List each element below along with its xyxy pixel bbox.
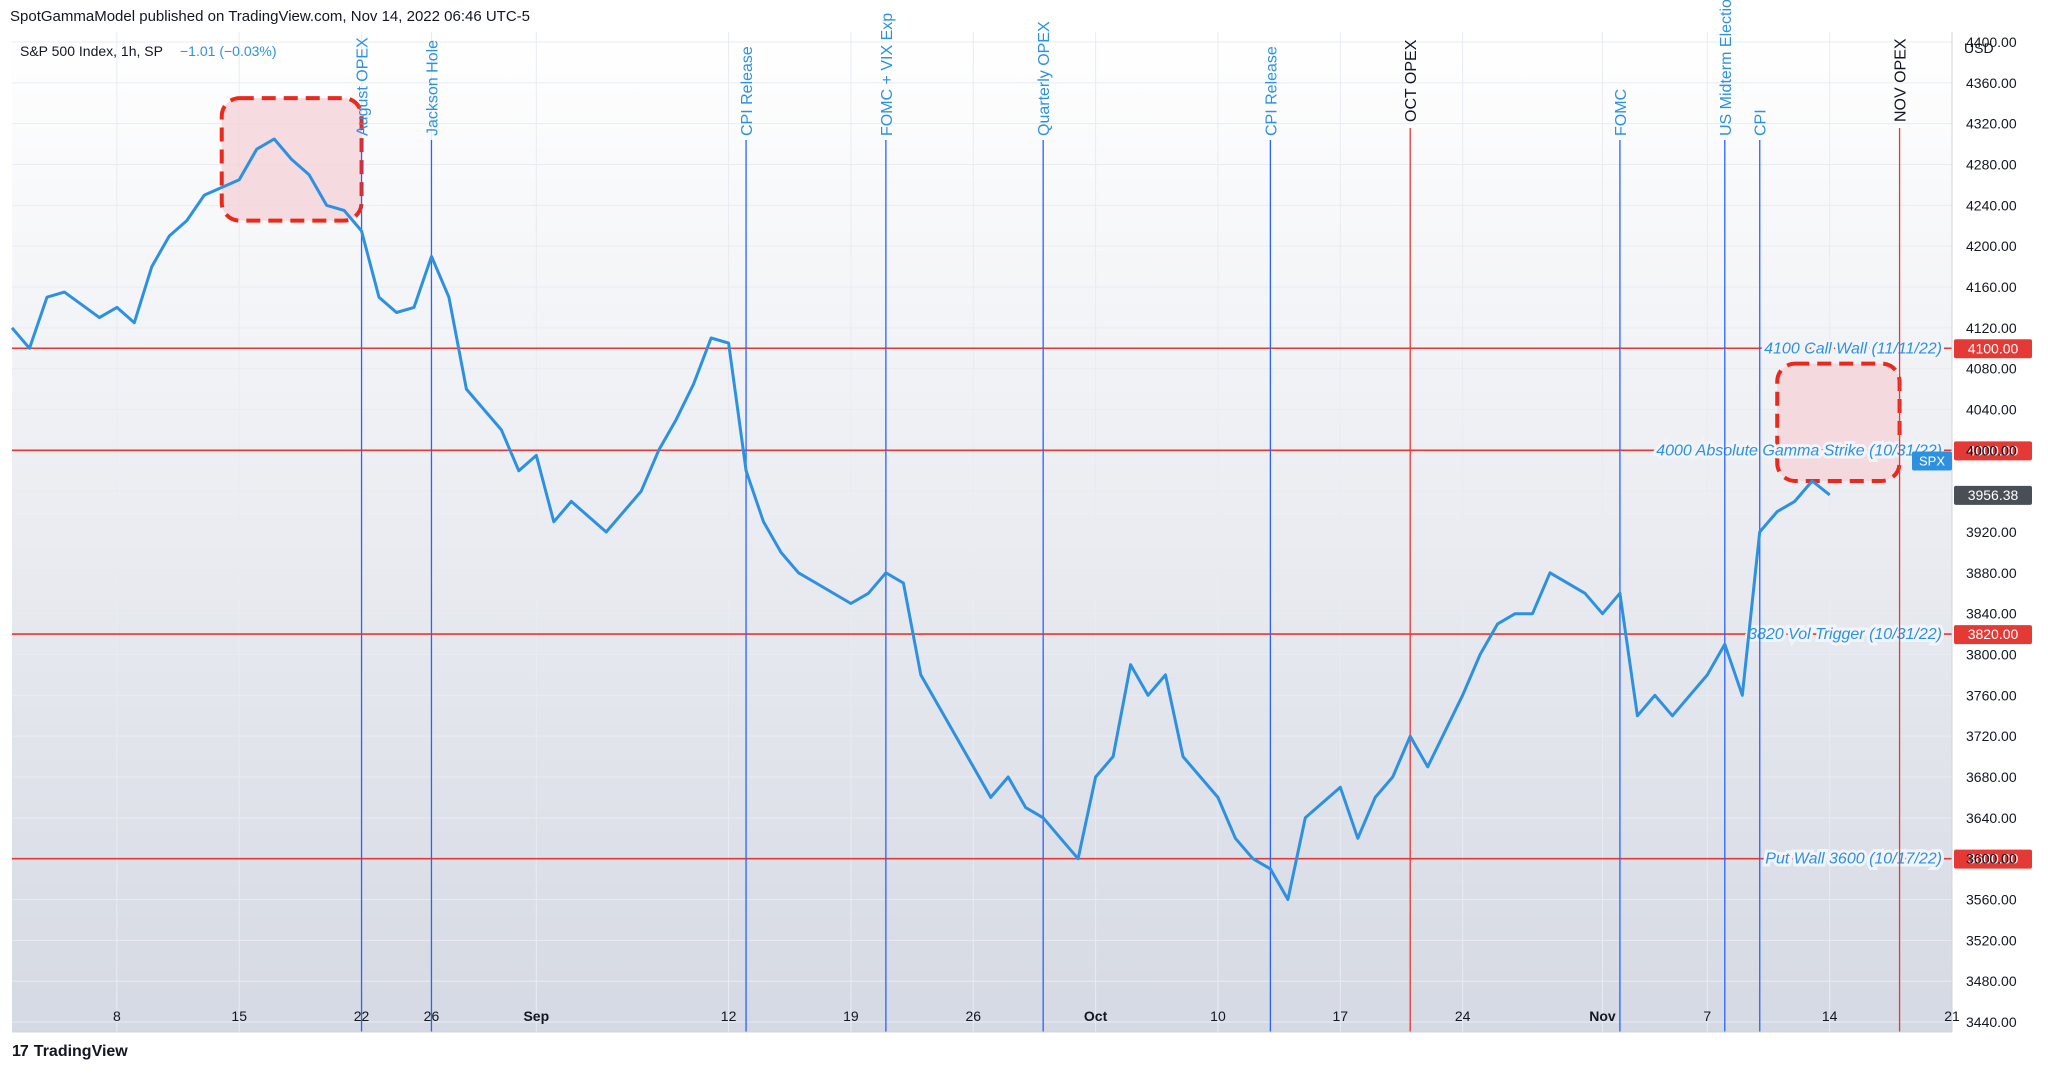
svg-text:SPX: SPX [1919,454,1945,469]
x-tick-label: 12 [721,1008,737,1024]
y-tick-label: 3720.00 [1966,728,2017,744]
x-tick-label: Nov [1589,1008,1616,1024]
price-tags: SPX 3956.38 [1912,451,2032,505]
y-tick-label: 3760.00 [1966,687,2017,703]
event-label: OCT OPEX [1403,39,1420,122]
highlight-box [1775,361,1902,483]
x-tick-label: 26 [424,1008,440,1024]
y-tick-label: 4240.00 [1966,197,2017,213]
price-axis[interactable]: 3440.00 3480.00 3520.00 3560.00 3600.00 3640.… [1966,34,2017,1030]
svg-text:4000.00: 4000.00 [1968,442,2019,458]
spx-tag: SPX [1912,451,1952,471]
x-tick-label: 22 [354,1008,370,1024]
level-label: 4000 Absolute Gamma Strike (10/31/22) [1656,442,1942,459]
level-label: 3820 Vol Trigger (10/31/22) [1748,626,1942,643]
y-tick-label: 3800.00 [1966,647,2017,663]
level-price-tag: 3820.00 [1954,625,2032,645]
y-tick-label: 4280.00 [1966,157,2017,173]
y-tick-label: 3880.00 [1966,565,2017,581]
y-tick-label: 3440.00 [1966,1014,2017,1030]
y-tick-label: 3560.00 [1966,892,2017,908]
level-label: Put Wall 3600 (10/17/22) [1765,851,1942,868]
legend-change: −1.01 (−0.03%) [180,43,277,59]
svg-text:3956.38: 3956.38 [1968,487,2019,503]
y-tick-label: 4120.00 [1966,320,2017,336]
level-price-tag: 3600.00 [1954,849,2032,869]
svg-text:3600.00: 3600.00 [1968,851,2019,867]
event-label: Jackson Hole [424,40,441,136]
x-tick-label: 10 [1210,1008,1226,1024]
x-tick-label: Oct [1084,1008,1108,1024]
grid [12,32,1953,1032]
y-tick-label: 3680.00 [1966,769,2017,785]
y-tick-label: 4080.00 [1966,361,2017,377]
level-lines: 4100 Call Wall (11/11/22) 4100.00 4000 Abs… [12,337,2032,871]
x-tick-label: 15 [231,1008,247,1024]
y-tick-label: 3600.00 [1966,851,2017,867]
y-tick-label: 4320.00 [1966,116,2017,132]
y-tick-label: 3480.00 [1966,973,2017,989]
level-price-tag: 4100.00 [1954,339,2032,359]
x-tick-label: 8 [113,1008,121,1024]
x-tick-label: 17 [1332,1008,1348,1024]
footer-brand[interactable]: 17 TradingView [12,1043,128,1061]
event-label: FOMC [1613,89,1630,136]
tradingview-brand-label: TradingView [33,1043,128,1060]
price-line [10,137,1831,901]
event-label: Quarterly OPEX [1036,21,1053,136]
y-tick-label: 4040.00 [1966,402,2017,418]
y-tick-label: 3920.00 [1966,524,2017,540]
event-label: CPI [1753,109,1770,136]
legend[interactable]: S&P 500 Index, 1h, SP −1.01 (−0.03%) [20,43,277,59]
event-label: NOV OPEX [1893,38,1910,122]
y-tick-label: 4360.00 [1966,75,2017,91]
y-tick-label: 4400.00 [1966,34,2017,50]
level-price-tag: 4000.00 [1954,441,2032,461]
y-tick-label: 3640.00 [1966,810,2017,826]
time-axis[interactable]: 8 15 22 26 Sep 12 19 26 Oct 10 17 24 Nov 7 14 21 [113,1008,1960,1024]
level-label: 4100 Call Wall (11/11/22) [1764,340,1942,357]
event-label: FOMC + VIX Exp [879,13,896,136]
event-label: US Midterm Elections [1718,0,1735,136]
event-label: CPI Release [739,46,756,136]
svg-text:4100.00: 4100.00 [1968,340,2019,356]
price-series [10,137,1831,901]
x-tick-label: 21 [1944,1008,1960,1024]
event-label: August OPEX [355,37,372,136]
y-tick-label: 4160.00 [1966,279,2017,295]
y-tick-label: 3520.00 [1966,932,2017,948]
last-price-tag: 3956.38 [1954,485,2032,505]
y-tick-label: 4000.00 [1966,442,2017,458]
event-lines: August OPEX Jackson Hole CPI Release FOMC +… [355,0,1910,1032]
x-tick-label: 14 [1822,1008,1838,1024]
legend-symbol: S&P 500 Index, 1h, SP [20,43,163,59]
publish-header: SpotGammaModel published on TradingView.… [10,8,531,25]
x-tick-label: 7 [1703,1008,1711,1024]
x-tick-label: 19 [843,1008,859,1024]
x-tick-label: Sep [523,1008,549,1024]
x-tick-label: 24 [1455,1008,1471,1024]
y-tick-label: 3840.00 [1966,606,2017,622]
price-axis-unit: USD [1964,40,1994,56]
x-tick-label: 26 [965,1008,981,1024]
y-tick-label: 4200.00 [1966,238,2017,254]
svg-text:3820.00: 3820.00 [1968,626,2019,642]
tradingview-logo-icon: 17 [12,1043,29,1060]
event-label: CPI Release [1263,46,1280,136]
